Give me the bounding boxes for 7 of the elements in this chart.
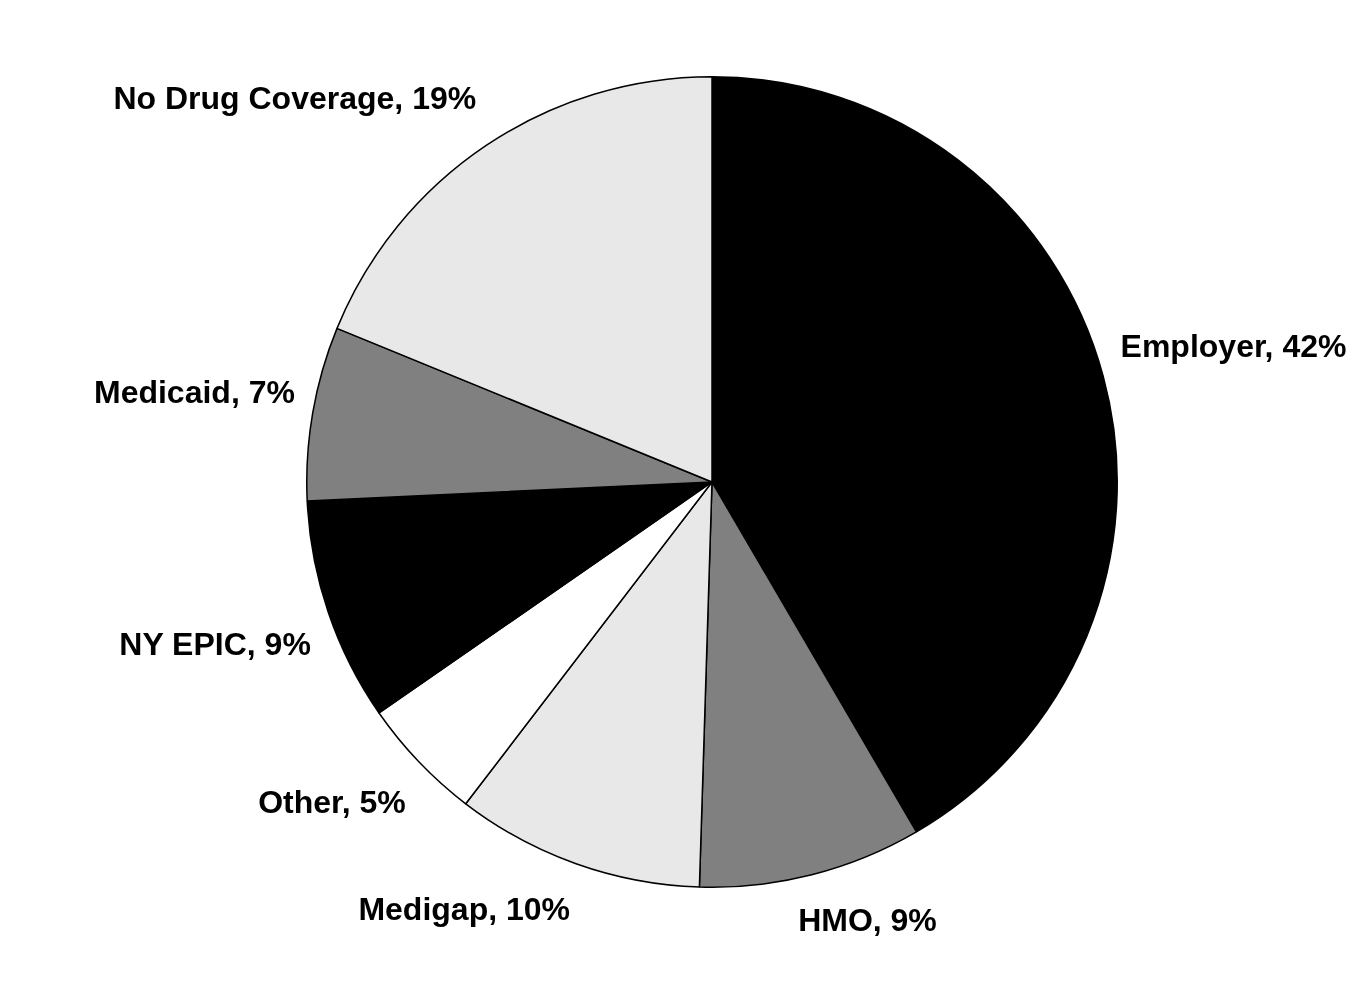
slice-label: No Drug Coverage, 19% bbox=[113, 80, 477, 117]
slice-label: Medicaid, 7% bbox=[93, 374, 295, 411]
slice-label: Medigap, 10% bbox=[358, 890, 570, 927]
slice-label: HMO, 9% bbox=[798, 902, 937, 939]
slice-label: Employer, 42% bbox=[1120, 327, 1347, 364]
slice-label: Other, 5% bbox=[258, 784, 406, 821]
slice-label: NY EPIC, 9% bbox=[119, 626, 311, 663]
